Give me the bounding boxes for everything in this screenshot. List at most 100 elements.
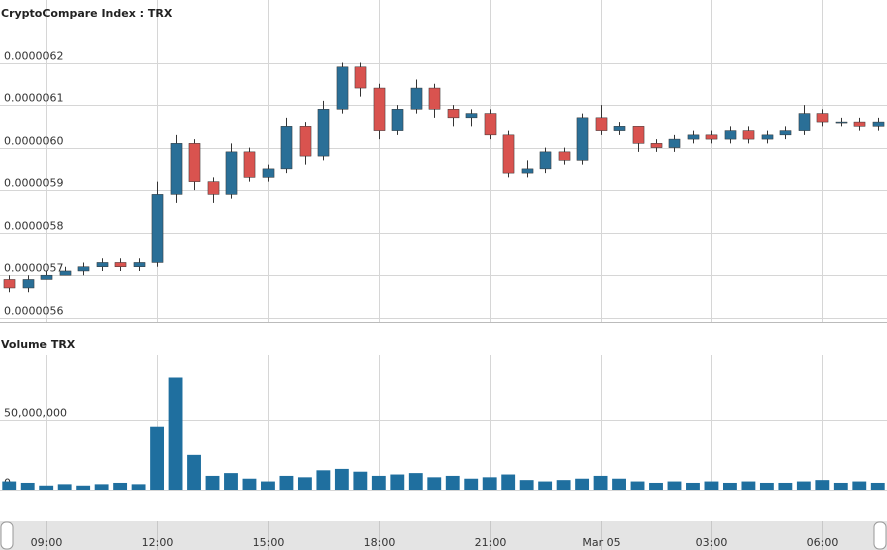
volume-bar [205, 475, 220, 490]
volume-bar [445, 475, 460, 490]
candle-body [428, 87, 441, 110]
candle-body [299, 126, 312, 157]
candle-body [22, 279, 35, 289]
candle-body [96, 262, 109, 267]
volume-bar [371, 475, 386, 490]
volume-bar [242, 478, 257, 490]
candle-body [761, 134, 774, 140]
candle-body [3, 279, 16, 289]
volume-bar [76, 485, 91, 490]
volume-bar [759, 482, 774, 490]
navigator-handle-right[interactable] [873, 521, 887, 550]
x-tick-label: 15:00 [253, 536, 285, 549]
candle-body [595, 117, 608, 131]
candle-body [465, 113, 478, 119]
volume-bar [39, 485, 54, 490]
navigator-handle-left[interactable] [0, 521, 14, 550]
volume-bar [815, 480, 830, 490]
volume-bar [297, 477, 312, 490]
volume-bar [722, 482, 737, 490]
candle-body [391, 109, 404, 131]
y-tick-label: 0.0000059 [4, 177, 64, 190]
candle-body [521, 168, 534, 174]
candle-body [40, 274, 53, 280]
candle-body [742, 130, 755, 140]
candle-body [133, 262, 146, 267]
candle-body [373, 87, 386, 131]
volume-bar [390, 474, 405, 490]
candle-body [576, 117, 589, 161]
y-tick-label: 0.0000062 [4, 50, 64, 63]
candle-body [687, 134, 700, 140]
y-tick-label: 0.0000060 [4, 135, 64, 148]
volume-bar [612, 478, 626, 490]
candle-body [410, 87, 423, 110]
candle-body [188, 143, 201, 182]
volume-bar [224, 473, 238, 490]
volume-bar [686, 482, 700, 490]
candle-body [558, 151, 571, 161]
volume-bar [261, 481, 275, 490]
x-tick-label: 03:00 [696, 536, 728, 549]
candle-body [705, 134, 718, 140]
volume-bar [870, 482, 885, 490]
volume-bar [150, 426, 165, 490]
volume-bar [464, 478, 479, 490]
volume-bar [20, 482, 35, 490]
volume-bar [113, 482, 128, 490]
candle-body [243, 151, 256, 178]
volume-bar [556, 480, 571, 490]
volume-bar [353, 471, 368, 490]
x-tick-label: 21:00 [475, 536, 507, 549]
candle-body [207, 181, 220, 195]
candle-body [779, 130, 792, 136]
candle-body [170, 143, 183, 195]
candle-body [77, 266, 90, 272]
volume-bar [833, 482, 848, 490]
volume-bar [501, 474, 516, 490]
y-tick-label: 0.0000061 [4, 92, 64, 105]
volume-bar [168, 377, 183, 490]
candle-body [114, 262, 127, 267]
volume-bar [630, 481, 645, 490]
candle-body [336, 66, 349, 110]
candle-body [354, 66, 367, 89]
candle-body [262, 168, 275, 178]
y-tick-label: 50,000,000 [4, 407, 67, 420]
candle-body [632, 126, 645, 144]
volume-bar [57, 484, 72, 490]
volume-bar [2, 481, 17, 490]
volume-bar [741, 481, 756, 490]
x-tick-label: 09:00 [31, 536, 63, 549]
volume-bar [667, 481, 682, 490]
volume-bar [408, 473, 423, 490]
candle-body [613, 126, 626, 131]
y-tick-label: 0.0000058 [4, 220, 64, 233]
volume-bar [704, 481, 719, 490]
candle-body [835, 121, 848, 124]
x-tick-label: 06:00 [807, 536, 839, 549]
candle-body [317, 109, 330, 157]
volume-bar [279, 475, 294, 490]
volume-bar [482, 477, 497, 490]
volume-bar [316, 470, 331, 490]
candle-body [668, 138, 681, 148]
volume-bar [131, 484, 146, 490]
candle-body [502, 134, 515, 174]
candle-body [798, 113, 811, 131]
navigator[interactable] [0, 521, 887, 550]
candle-body [539, 151, 552, 170]
price-title: CryptoCompare Index : TRX [1, 7, 173, 20]
volume-bar [538, 481, 553, 490]
volume-bar [593, 475, 608, 490]
x-tick-label: Mar 05 [582, 536, 620, 549]
volume-bar [852, 481, 867, 490]
volume-bar [427, 477, 442, 490]
volume-bar [649, 482, 663, 490]
volume-bar [187, 454, 201, 490]
candle-body [447, 109, 460, 119]
candle-body [853, 121, 866, 127]
candle-body [59, 270, 72, 276]
candle-body [225, 151, 238, 195]
